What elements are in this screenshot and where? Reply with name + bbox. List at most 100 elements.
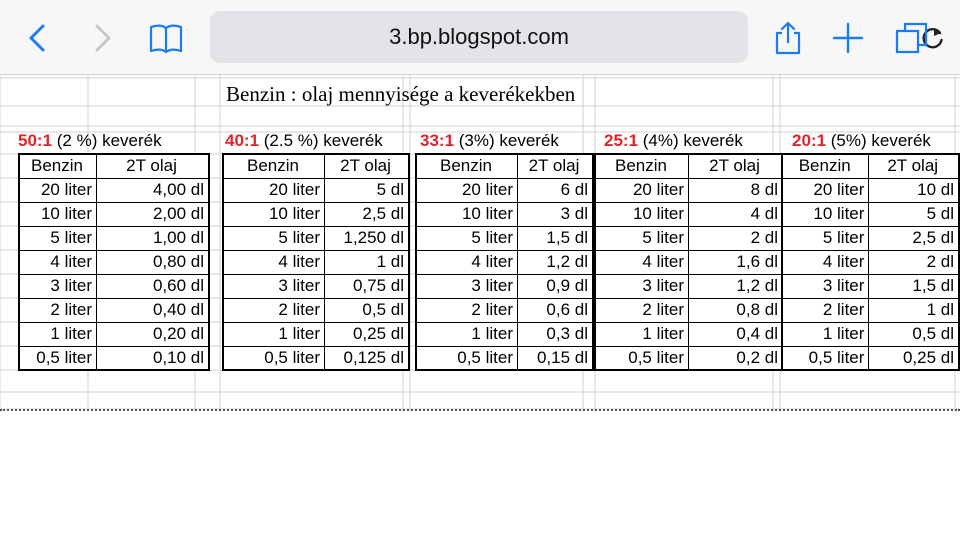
fuel-amount-cell: 5 liter [594,225,689,251]
fuel-amount-cell: 4 liter [222,249,325,275]
table-row: 3 liter 1,2 dl [594,273,784,299]
table-row: 3 liter 0,75 dl [222,273,410,299]
browser-toolbar: 3.bp.blogspot.com [0,0,960,75]
mixture-table: Benzin 2T olaj 20 liter 10 dl 10 liter 5 dl 5 … [781,153,960,371]
oil-amount-cell: 0,9 dl [517,273,594,299]
table-row: 20 liter 10 dl [781,177,960,203]
table-row: 1 liter 0,25 dl [222,321,410,347]
table-row: 20 liter 4,00 dl [18,177,210,203]
fuel-amount-cell: 4 liter [18,249,97,275]
table-row: 2 liter 0,40 dl [18,297,210,323]
table-row: 5 liter 1,5 dl [415,225,594,251]
fuel-amount-cell: 1 liter [781,321,870,347]
mixture-table: Benzin 2T olaj 20 liter 6 dl 10 liter 3 dl 5 l… [415,153,594,371]
fuel-amount-cell: 20 liter [594,177,689,203]
page-break-line [0,409,960,411]
fuel-amount-cell: 10 liter [415,201,518,227]
table-row: 3 liter 0,9 dl [415,273,594,299]
oil-amount-cell: 0,25 dl [868,345,960,371]
fuel-amount-cell: 0,5 liter [18,345,97,371]
new-tab-icon[interactable] [830,20,866,56]
fuel-amount-cell: 5 liter [781,225,870,251]
oil-amount-cell: 2,5 dl [324,201,410,227]
fuel-amount-cell: 4 liter [781,249,870,275]
table-header-row: Benzin 2T olaj [594,153,784,179]
mixture-percent-label: (3%) keverék [454,131,559,150]
oil-amount-cell: 10 dl [868,177,960,203]
mixture-title: 50:1 (2 %) keverék [18,130,162,152]
oil-amount-cell: 0,8 dl [688,297,784,323]
oil-amount-cell: 0,60 dl [96,273,210,299]
fuel-amount-cell: 10 liter [781,201,870,227]
oil-amount-cell: 1 dl [324,249,410,275]
oil-amount-cell: 0,4 dl [688,321,784,347]
oil-amount-cell: 4 dl [688,201,784,227]
table-row: 10 liter 5 dl [781,201,960,227]
mixture-table: Benzin 2T olaj 20 liter 5 dl 10 liter 2,5 dl 5… [222,153,410,371]
table-row: 10 liter 2,00 dl [18,201,210,227]
table-header-row: Benzin 2T olaj [415,153,594,179]
fuel-amount-cell: 3 liter [594,273,689,299]
bookmarks-icon[interactable] [148,20,184,56]
oil-amount-cell: 0,25 dl [324,321,410,347]
column-header-fuel: Benzin [222,153,325,179]
mixture-ratio: 33:1 [420,131,455,150]
fuel-amount-cell: 0,5 liter [222,345,325,371]
table-row: 5 liter 2 dl [594,225,784,251]
column-header-oil: 2T olaj [96,153,210,179]
table-row: 20 liter 5 dl [222,177,410,203]
fuel-amount-cell: 2 liter [594,297,689,323]
oil-amount-cell: 0,125 dl [324,345,410,371]
oil-amount-cell: 2 dl [868,249,960,275]
oil-amount-cell: 0,40 dl [96,297,210,323]
fuel-amount-cell: 3 liter [415,273,518,299]
fuel-amount-cell: 20 liter [415,177,518,203]
mixture-table: Benzin 2T olaj 20 liter 4,00 dl 10 liter 2,00… [18,153,210,371]
table-row: 10 liter 4 dl [594,201,784,227]
oil-amount-cell: 0,80 dl [96,249,210,275]
table-row: 4 liter 2 dl [781,249,960,275]
fuel-amount-cell: 10 liter [594,201,689,227]
table-row: 1 liter 0,3 dl [415,321,594,347]
fuel-amount-cell: 5 liter [18,225,97,251]
table-row: 1 liter 0,20 dl [18,321,210,347]
back-icon[interactable] [20,20,56,56]
table-row: 0,5 liter 0,2 dl [594,345,784,371]
fuel-amount-cell: 0,5 liter [415,345,518,371]
mixture-title: 20:1 (5%) keverék [792,130,931,152]
fuel-amount-cell: 20 liter [18,177,97,203]
forward-icon[interactable] [84,20,120,56]
fuel-amount-cell: 5 liter [222,225,325,251]
column-header-oil: 2T olaj [517,153,594,179]
oil-amount-cell: 0,75 dl [324,273,410,299]
fuel-amount-cell: 1 liter [594,321,689,347]
oil-amount-cell: 0,6 dl [517,297,594,323]
fuel-amount-cell: 2 liter [781,297,870,323]
oil-amount-cell: 0,5 dl [868,321,960,347]
oil-amount-cell: 5 dl [324,177,410,203]
fuel-amount-cell: 3 liter [781,273,870,299]
fuel-amount-cell: 10 liter [18,201,97,227]
column-header-oil: 2T olaj [868,153,960,179]
table-row: 2 liter 1 dl [781,297,960,323]
table-row: 20 liter 6 dl [415,177,594,203]
mixture-title: 25:1 (4%) keverék [604,130,743,152]
table-row: 3 liter 1,5 dl [781,273,960,299]
mixture-title: 33:1 (3%) keverék [420,130,559,152]
oil-amount-cell: 0,20 dl [96,321,210,347]
url-text: 3.bp.blogspot.com [389,24,569,49]
column-header-oil: 2T olaj [688,153,784,179]
table-row: 2 liter 0,8 dl [594,297,784,323]
share-icon[interactable] [770,20,806,56]
oil-amount-cell: 1,00 dl [96,225,210,251]
table-row: 5 liter 1,250 dl [222,225,410,251]
address-bar[interactable]: 3.bp.blogspot.com [210,11,943,63]
fuel-amount-cell: 20 liter [222,177,325,203]
oil-amount-cell: 2,00 dl [96,201,210,227]
column-header-fuel: Benzin [781,153,870,179]
oil-amount-cell: 0,3 dl [517,321,594,347]
fuel-amount-cell: 3 liter [222,273,325,299]
tabs-icon[interactable] [894,20,930,56]
oil-amount-cell: 8 dl [688,177,784,203]
reload-icon[interactable] [920,25,946,51]
